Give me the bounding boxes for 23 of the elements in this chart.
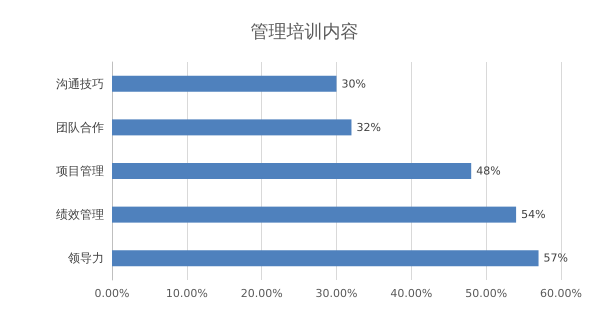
x-tick-label: 30.00% bbox=[316, 287, 358, 300]
y-tick-label: 绩效管理 bbox=[56, 208, 104, 222]
bar bbox=[112, 206, 516, 223]
bar bbox=[112, 163, 472, 179]
x-tick-label: 10.00% bbox=[166, 287, 208, 300]
data-label: 54% bbox=[521, 208, 546, 222]
chart-title: 管理培训内容 bbox=[250, 22, 358, 42]
x-tick-label: 0.00% bbox=[94, 287, 130, 300]
x-tick-label: 50.00% bbox=[465, 287, 508, 300]
y-tick-label: 项目管理 bbox=[56, 164, 104, 178]
bar bbox=[112, 250, 539, 266]
y-tick-label: 沟通技巧 bbox=[56, 76, 104, 91]
y-tick-label: 团队合作 bbox=[56, 120, 104, 134]
x-tick-label: 60.00% bbox=[540, 287, 582, 300]
y-tick-label: 领导力 bbox=[68, 251, 104, 266]
x-tick-label: 40.00% bbox=[390, 287, 432, 300]
bar bbox=[112, 119, 352, 136]
data-label: 30% bbox=[342, 77, 366, 90]
bar bbox=[112, 76, 336, 92]
x-tick-label: 20.00% bbox=[240, 287, 283, 300]
data-label: 32% bbox=[356, 120, 381, 134]
data-label: 48% bbox=[476, 164, 501, 178]
data-label: 57% bbox=[544, 252, 568, 265]
